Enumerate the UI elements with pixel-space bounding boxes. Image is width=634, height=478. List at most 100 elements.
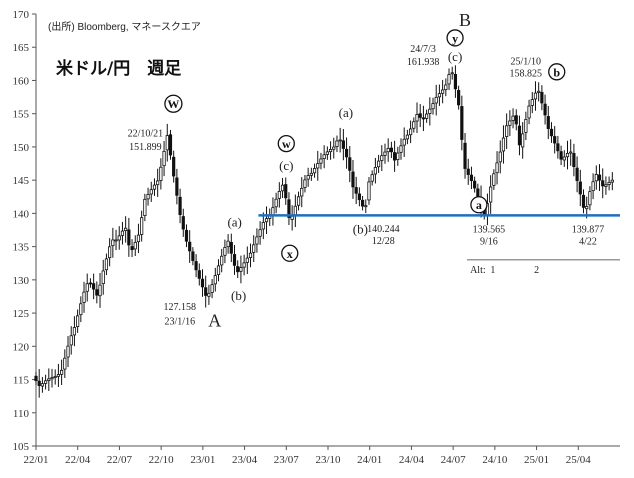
wave-w2-sub: (c) — [279, 158, 293, 173]
weekly-body — [581, 194, 586, 208]
y-tick-label: 105 — [13, 441, 30, 453]
weekly-body — [188, 241, 192, 252]
wave-a-label: a — [476, 198, 482, 212]
weekly-body — [325, 151, 329, 155]
weekly-body — [463, 142, 467, 169]
weekly-body — [226, 240, 230, 248]
weekly-body — [373, 167, 377, 175]
wave-x-label: x — [287, 247, 293, 261]
x-tick-label: 22/07 — [107, 454, 133, 466]
weekly-body — [360, 199, 365, 207]
weekly-body — [44, 380, 48, 384]
y-tick-label: 170 — [13, 9, 30, 21]
weekly-body — [76, 315, 80, 328]
weekly-body — [133, 241, 137, 250]
y-tick-label: 160 — [13, 75, 30, 87]
weekly-body — [207, 292, 211, 297]
weekly-body — [546, 116, 550, 129]
weekly-body — [72, 327, 77, 336]
weekly-body — [194, 261, 198, 271]
weekly-body — [252, 244, 256, 253]
weekly-body — [319, 158, 323, 164]
weekly-body — [117, 235, 121, 241]
weekly-body — [495, 162, 499, 174]
weekly-body — [258, 229, 262, 237]
weekly-body — [274, 198, 278, 208]
weekly-body — [578, 181, 582, 195]
weekly-body — [34, 375, 38, 382]
y-tick-label: 150 — [13, 142, 30, 154]
weekly-body — [425, 113, 429, 119]
weekly-body — [341, 140, 345, 149]
wave-w2-label-circle — [277, 134, 295, 153]
weekly-body — [136, 234, 141, 243]
weekly-body — [380, 155, 384, 161]
weekly-body — [85, 283, 89, 292]
weekly-body — [191, 251, 195, 261]
weekly-body — [322, 154, 326, 159]
weekly-body — [127, 229, 131, 246]
weekly-body — [505, 125, 509, 137]
x-tick-label: 25/04 — [566, 454, 592, 466]
weekly-body — [204, 287, 208, 296]
weekly-body — [553, 136, 557, 144]
weekly-body — [594, 174, 598, 182]
weekly-body — [108, 246, 112, 259]
weekly-body — [53, 376, 57, 378]
weekly-body — [565, 153, 570, 158]
low-2301-date: 23/1/16 — [165, 316, 196, 327]
weekly-body — [63, 357, 67, 370]
x-tick-label: 22/10 — [149, 454, 175, 466]
weekly-body — [223, 247, 227, 256]
weekly-body — [98, 284, 102, 297]
weekly-body — [492, 173, 496, 186]
weekly-body — [524, 118, 528, 133]
alt-label: Alt: — [470, 265, 486, 276]
weekly-body — [549, 128, 554, 137]
weekly-body — [533, 92, 538, 100]
weekly-body — [181, 216, 185, 230]
y-tick-label: 110 — [13, 408, 30, 420]
weekly-body — [229, 241, 233, 254]
wave-a1-label: (a) — [227, 215, 241, 230]
weekly-body — [383, 151, 387, 156]
weekly-body — [575, 167, 579, 181]
weekly-body — [335, 140, 339, 148]
low-2409-date: 9/16 — [480, 237, 498, 248]
wave-B-label: B — [459, 10, 471, 30]
weekly-body — [556, 143, 560, 152]
weekly-body — [354, 187, 358, 194]
weekly-body — [367, 181, 371, 201]
weekly-body — [40, 383, 45, 387]
weekly-body — [165, 135, 169, 151]
annotations: W 22/10/21 151.899 127.158 23/1/16 A (a) (b) w (c… — [128, 10, 605, 330]
weekly-body — [143, 198, 147, 216]
weekly-body — [140, 217, 144, 235]
weekly-body — [601, 180, 605, 187]
weekly-body — [559, 151, 563, 160]
weekly-body — [168, 134, 173, 156]
weekly-body — [498, 151, 502, 163]
weekly-body — [271, 207, 275, 216]
weekly-body — [597, 174, 602, 181]
y-tick-label: 115 — [13, 375, 30, 387]
weekly-body — [562, 156, 566, 161]
weekly-body — [338, 139, 342, 142]
peak-2210-date: 22/10/21 — [128, 128, 164, 139]
weekly-body — [457, 90, 461, 106]
peak-2407-value: 161.938 — [407, 57, 440, 68]
peak-2501-date: 25/1/10 — [510, 57, 541, 68]
weekly-body — [306, 175, 310, 180]
weekly-body — [530, 99, 534, 106]
weekly-body — [501, 137, 506, 152]
weekly-body — [248, 252, 253, 258]
x-tick-label: 25/01 — [524, 454, 549, 466]
weekly-body — [101, 270, 105, 285]
weekly-body — [66, 345, 70, 358]
y-tick-label: 155 — [13, 109, 30, 121]
weekly-body — [79, 303, 83, 316]
weekly-body — [332, 146, 336, 150]
weekly-body — [476, 188, 480, 198]
weekly-body — [210, 284, 214, 293]
wave-W-label: W — [167, 97, 179, 111]
